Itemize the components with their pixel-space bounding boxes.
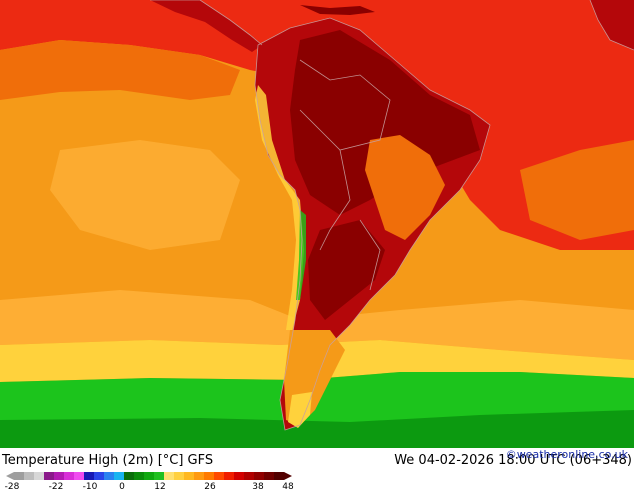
legend-swatch — [54, 472, 65, 480]
legend-swatch — [134, 472, 145, 480]
legend-tick-label: 26 — [204, 482, 216, 490]
legend-swatch — [104, 472, 115, 480]
patagonia-yellow — [288, 392, 312, 428]
legend-arrow-left — [6, 472, 14, 480]
legend-tick-label: 48 — [282, 482, 294, 490]
legend-tick-label: -10 — [83, 482, 98, 490]
legend-arrow-right — [284, 472, 292, 480]
pacific-light-orange — [50, 140, 240, 250]
legend-swatch — [154, 472, 165, 480]
legend-swatch — [114, 472, 125, 480]
legend-swatches — [6, 472, 292, 480]
caribbean-islands — [300, 5, 375, 15]
legend-swatch — [234, 472, 245, 480]
coastlines — [150, 0, 634, 431]
legend-swatch — [254, 472, 265, 480]
map-title: Temperature High (2m) [°C] GFS — [2, 453, 214, 468]
south-dark-green-band — [0, 410, 634, 448]
legend-swatch — [94, 472, 105, 480]
legend-swatch — [164, 472, 175, 480]
legend-swatch — [14, 472, 25, 480]
central-america-land — [150, 0, 262, 52]
legend-swatch — [64, 472, 75, 480]
legend-tick-label: 12 — [154, 482, 165, 490]
site-credit[interactable]: ©weatheronline.co.uk — [505, 448, 628, 461]
legend-swatch — [244, 472, 255, 480]
legend-tick-label: 38 — [252, 482, 264, 490]
legend-swatch — [214, 472, 225, 480]
legend-swatch — [184, 472, 195, 480]
legend-swatch — [44, 472, 55, 480]
legend-ticks: -28 -22 -10 0 12 26 38 48 — [5, 482, 294, 490]
north-orange-patch — [0, 40, 240, 100]
legend-tick-label: -28 — [5, 482, 20, 490]
legend-swatch — [194, 472, 205, 480]
legend-swatch — [84, 472, 95, 480]
legend-tick-label: -22 — [49, 482, 64, 490]
legend-swatch — [24, 472, 35, 480]
argentina-maroon — [308, 220, 385, 320]
amazon-maroon-core — [290, 30, 480, 215]
color-legend: -28 -22 -10 0 12 26 38 48 — [5, 472, 294, 490]
legend-swatch — [224, 472, 235, 480]
valid-datetime: We 04-02-2026 18:00 UTC (06+348) — [394, 453, 632, 468]
legend-swatch — [174, 472, 185, 480]
legend-tick-label: 0 — [119, 482, 125, 490]
legend-swatch — [74, 472, 85, 480]
legend-swatch — [124, 472, 135, 480]
map-footer: Temperature High (2m) [°C] GFS We 04-02-… — [0, 448, 634, 490]
legend-swatch — [264, 472, 275, 480]
andes-yellow-strip — [255, 85, 304, 330]
temperature-map — [0, 0, 634, 448]
legend-swatch — [34, 472, 45, 480]
africa-edge — [590, 0, 634, 50]
east-atlantic-orange — [520, 140, 634, 240]
brazil-orange-plateau — [365, 135, 445, 240]
legend-swatch — [144, 472, 155, 480]
legend-swatch — [204, 472, 215, 480]
north-red-band — [0, 0, 634, 250]
legend-swatch — [274, 472, 285, 480]
